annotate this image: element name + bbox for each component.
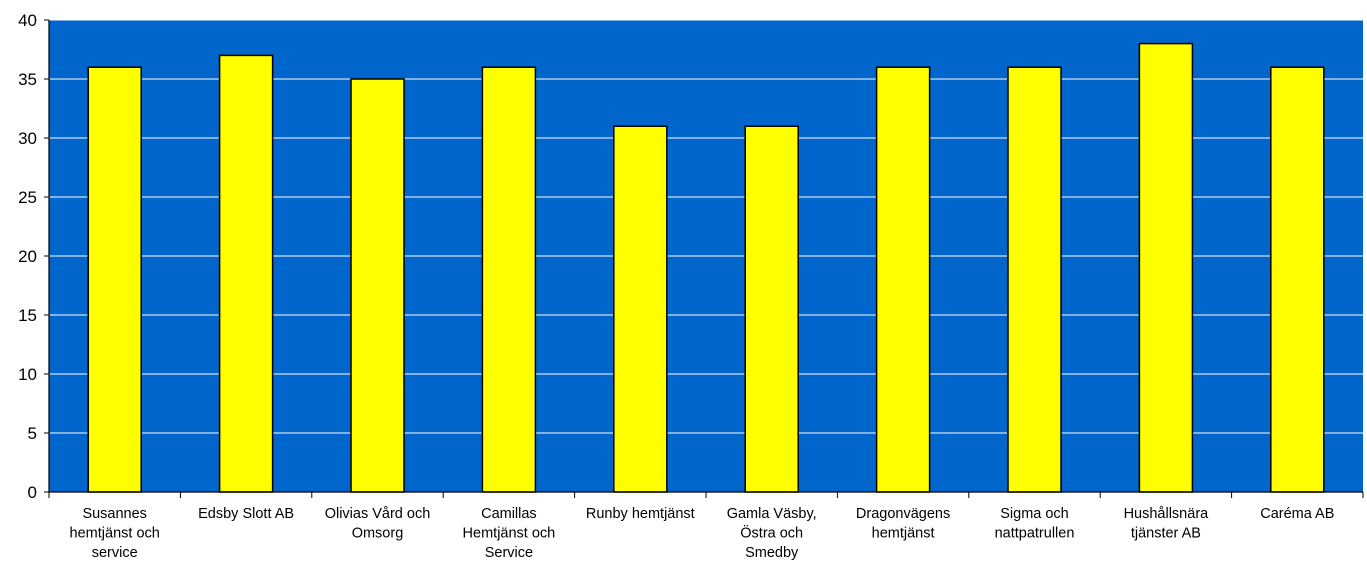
- x-category-label-line: Hushållsnära: [1124, 506, 1210, 522]
- bar: [87, 66, 142, 493]
- x-category-label: Susannes hemtjänst och service: [70, 506, 160, 561]
- x-category-label-line: Caréma AB: [1260, 506, 1334, 522]
- bar: [875, 66, 931, 493]
- x-category-label-line: hemtjänst och: [70, 526, 160, 542]
- x-category-label-line: Dragonvägens: [856, 506, 950, 522]
- x-category-label-line: hemtjänst: [872, 526, 935, 542]
- x-category-label-line: Omsorg: [352, 526, 404, 542]
- x-category-label-line: Runby hemtjänst: [586, 506, 695, 522]
- x-category-label-line: nattpatrullen: [995, 526, 1075, 542]
- x-category-labels: Susannes hemtjänst och service Edsby Slott …: [70, 506, 1335, 561]
- x-category-label: Caréma AB: [1260, 506, 1334, 522]
- y-tick-label: 25: [18, 188, 37, 207]
- x-category-label-line: Smedby: [745, 545, 799, 561]
- x-category-label: Dragonvägens hemtjänst: [856, 506, 950, 542]
- y-tick-label: 10: [18, 365, 37, 384]
- y-tick-label: 15: [18, 306, 37, 325]
- x-category-label: Runby hemtjänst: [586, 506, 695, 522]
- y-tick-label: 5: [28, 424, 37, 443]
- x-category-label: Camillas Hemtjänst och Service: [463, 506, 556, 561]
- x-category-label-line: tjänster AB: [1131, 526, 1201, 542]
- x-category-label-line: Olivias Vård och: [325, 506, 431, 522]
- bar: [1007, 66, 1062, 493]
- y-tick-label: 35: [18, 70, 37, 89]
- bar: [1270, 66, 1325, 493]
- y-tick-label: 0: [28, 483, 37, 502]
- x-category-label-line: Sigma och: [1000, 506, 1069, 522]
- y-tick-labels: 0 5 10 15 20 25 30 35 40: [18, 11, 37, 502]
- bars: [87, 42, 1325, 493]
- x-category-label-line: Camillas: [481, 506, 537, 522]
- x-category-label-line: Gamla Väsby,: [727, 506, 817, 522]
- x-category-label-line: Edsby Slott AB: [198, 506, 294, 522]
- x-category-label-line: service: [92, 545, 138, 561]
- x-category-label-line: Hemtjänst och: [463, 526, 556, 542]
- bar: [350, 78, 405, 493]
- bar: [744, 125, 799, 493]
- y-tick-label: 30: [18, 129, 37, 148]
- bar: [218, 54, 274, 493]
- axes: [44, 19, 1364, 498]
- bar: [481, 66, 537, 493]
- x-category-label-line: Östra och: [740, 524, 803, 542]
- y-tick-label: 40: [18, 11, 37, 30]
- bar: [613, 125, 668, 493]
- x-category-label: Hushållsnära tjänster AB: [1124, 506, 1210, 542]
- x-category-label-line: Susannes: [82, 506, 147, 522]
- y-tick-label: 20: [18, 247, 37, 266]
- x-category-label: Edsby Slott AB: [198, 506, 294, 522]
- x-category-label: Gamla Väsby, Östra och Smedby: [727, 506, 817, 561]
- bar: [1138, 42, 1194, 493]
- x-category-label: Sigma och nattpatrullen: [995, 506, 1075, 542]
- x-category-label-line: Service: [485, 545, 533, 561]
- x-category-label: Olivias Vård och Omsorg: [325, 506, 431, 542]
